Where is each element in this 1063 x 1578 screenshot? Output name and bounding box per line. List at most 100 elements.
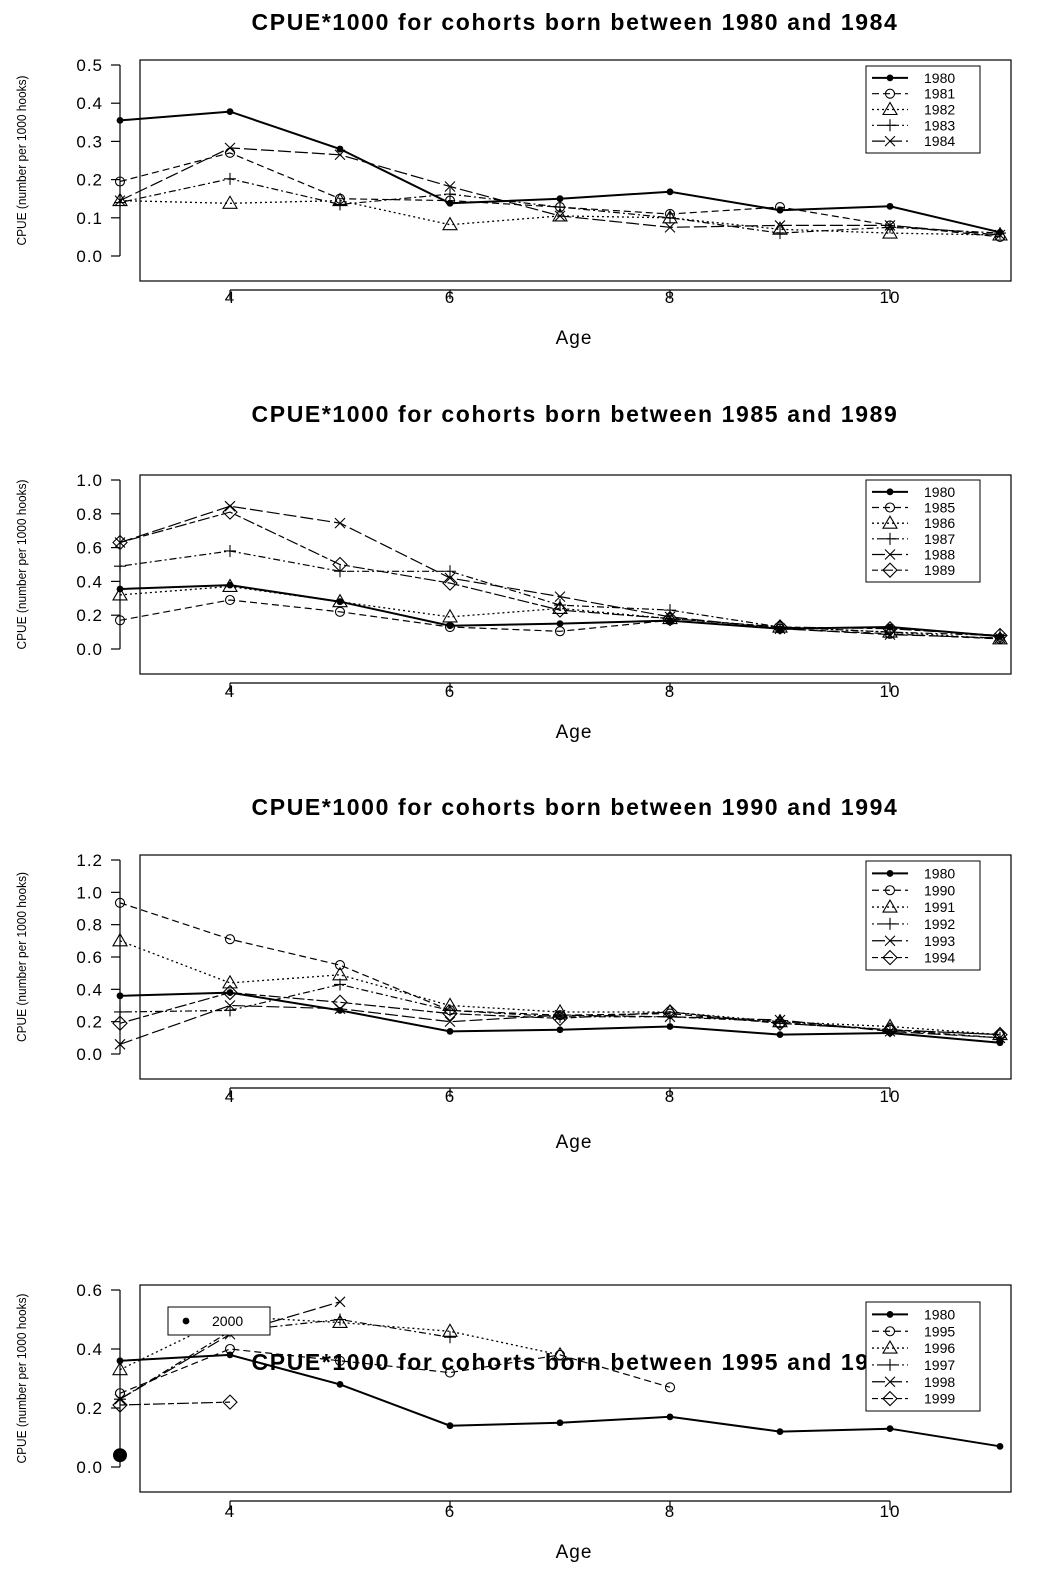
data-point-1987 [224, 544, 236, 557]
y-tick-label: 0.4 [76, 1340, 103, 1359]
legend-marker-1995 [884, 1326, 896, 1337]
legend-marker-1987 [884, 532, 896, 545]
y-tick-label: 1.0 [76, 471, 103, 490]
data-point-1989 [552, 602, 568, 618]
data-point-1985 [444, 621, 456, 633]
legend-marker-1997 [884, 1358, 896, 1371]
chart-4: CPUE*1000 for cohorts born between 1995 … [14, 1281, 1012, 1563]
data-point-1988 [224, 500, 236, 512]
data-point-1980 [666, 1023, 674, 1030]
series-line-1991 [119, 940, 1001, 1036]
data-point-1995 [224, 1343, 236, 1355]
y-tick-label: 0.2 [76, 1399, 103, 1418]
data-point-1980 [556, 1419, 564, 1427]
legend-label-1982: 1982 [924, 102, 955, 118]
legend-marker-1980 [886, 74, 894, 82]
data-point-1980 [446, 1027, 454, 1035]
y-tick-label: 0.0 [76, 640, 103, 659]
data-point-1994 [222, 984, 238, 1001]
chart-title: CPUE*1000 for cohorts born between 1990 … [252, 794, 899, 820]
series-1981 [114, 147, 1006, 242]
data-point-1994 [772, 1015, 788, 1032]
data-point-1993 [114, 1038, 126, 1050]
legend-label-1993: 1993 [924, 933, 955, 949]
plot-frame [139, 474, 1012, 675]
legend-marker-1988 [884, 549, 896, 560]
data-point-1989 [332, 556, 348, 573]
legend-label-1984: 1984 [924, 133, 955, 149]
data-point-1983 [774, 227, 786, 240]
x-axis-label: Age [556, 1132, 593, 1153]
data-point-1996 [552, 1346, 568, 1361]
y-tick-label: 0.6 [76, 1281, 103, 1300]
y-tick-label: 0.6 [76, 539, 103, 558]
legend-label-1996: 1996 [924, 1340, 955, 1356]
data-point-1994 [992, 1026, 1008, 1043]
x-axis-label: Age [556, 722, 593, 743]
legend-secondary-label-2000: 2000 [212, 1313, 243, 1329]
legend-marker-1999 [882, 1390, 898, 1407]
legend-frame [865, 860, 981, 971]
data-point-1987 [114, 560, 126, 573]
series-1994 [112, 984, 1008, 1043]
series-line-1999 [119, 1401, 231, 1406]
chart-2: CPUE*1000 for cohorts born between 1985 … [14, 401, 1012, 743]
data-point-1999 [112, 1397, 128, 1413]
data-point-1990 [224, 934, 236, 945]
data-point-1982 [882, 224, 898, 239]
data-point-1984 [884, 220, 896, 231]
data-point-1994 [112, 1015, 128, 1032]
series-line-1997 [119, 1318, 451, 1400]
data-point-1980 [446, 1422, 454, 1430]
data-point-1985 [554, 626, 566, 637]
legend-label-1983: 1983 [924, 117, 955, 133]
series-1989 [112, 504, 1008, 644]
legend-label-1990: 1990 [924, 882, 955, 898]
data-point-1983 [114, 196, 126, 209]
y-tick-label: 1.2 [76, 851, 103, 870]
data-point-1980 [556, 1026, 564, 1034]
data-point-1980 [776, 1031, 784, 1038]
legend-label-1992: 1992 [924, 916, 955, 932]
data-point-1989 [992, 627, 1008, 644]
legend-marker-1992 [884, 917, 896, 930]
legend-label-1985: 1985 [924, 500, 955, 516]
series-line-1981 [119, 152, 1001, 238]
y-tick-label: 0.1 [76, 209, 103, 228]
data-point-1986 [222, 578, 238, 593]
data-point-1984 [444, 181, 456, 192]
y-axis-label: CPUE (number per 1000 hooks) [14, 76, 29, 246]
data-point-1984 [554, 210, 566, 222]
y-axis-label: CPUE (number per 1000 hooks) [14, 480, 29, 650]
data-point-1994 [442, 1005, 458, 1022]
data-point-1980 [556, 620, 564, 628]
legend-label-1987: 1987 [924, 531, 955, 547]
chart-title: CPUE*1000 for cohorts born between 1980 … [252, 9, 899, 35]
data-point-1983 [884, 221, 896, 234]
data-point-1996 [332, 1314, 348, 1328]
data-point-1988 [664, 611, 676, 623]
data-point-1983 [444, 188, 456, 201]
y-tick-label: 0.5 [76, 56, 103, 75]
data-point-1993 [224, 1000, 236, 1011]
x-tick-label: 10 [880, 1087, 901, 1106]
x-tick-label: 8 [665, 1087, 675, 1106]
data-point-1988 [884, 629, 896, 641]
legend-marker-1980 [886, 870, 894, 877]
data-point-1982 [222, 195, 238, 209]
data-point-1999 [222, 1394, 238, 1410]
x-tick-label: 4 [225, 1087, 235, 1106]
legend-marker-1983 [884, 119, 896, 132]
series-1983 [114, 172, 1006, 240]
y-tick-label: 0.2 [76, 1013, 103, 1032]
legend-label-1980: 1980 [924, 1306, 955, 1322]
data-point-1990 [334, 960, 346, 971]
y-tick-label: 0.2 [76, 606, 103, 625]
legend-label-1988: 1988 [924, 547, 955, 563]
legend-frame [865, 65, 981, 154]
chart-title: CPUE*1000 for cohorts born between 1995 … [252, 1349, 899, 1375]
legend-label-1991: 1991 [924, 899, 955, 915]
data-point-2000 [113, 1448, 127, 1463]
data-point-1984 [224, 142, 236, 154]
